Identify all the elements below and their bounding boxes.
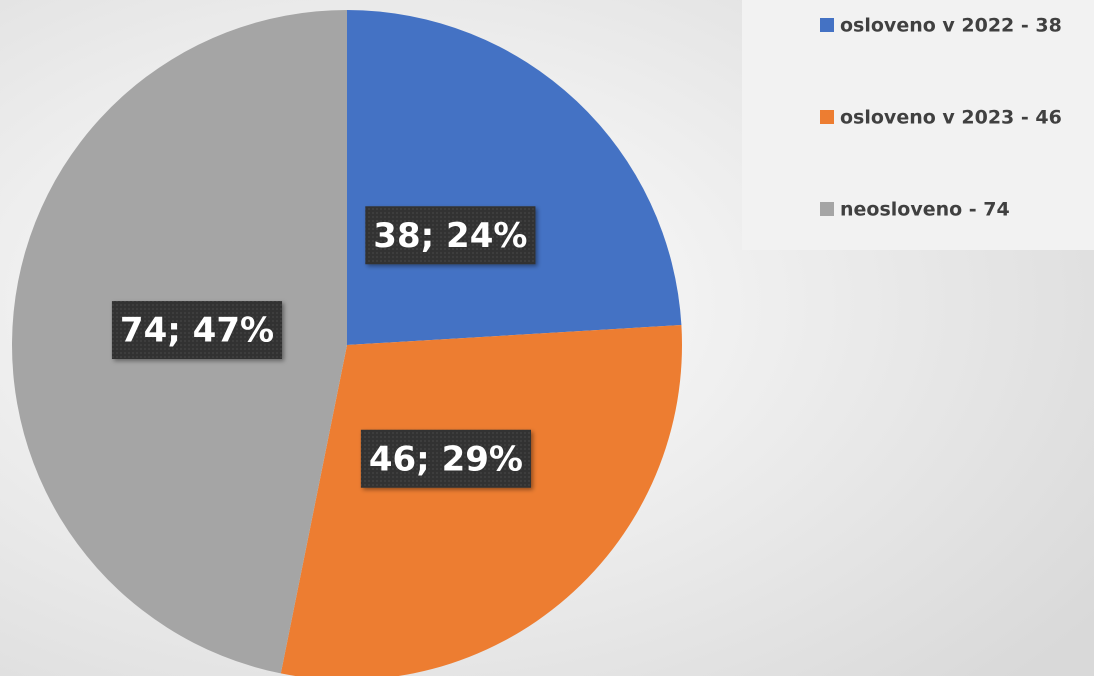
value-label: 38; 24% (373, 216, 527, 256)
value-label-box (111, 301, 283, 360)
legend-swatch (820, 110, 834, 124)
value-label-group: 46; 29% (360, 429, 531, 488)
value-label-box (360, 429, 531, 488)
value-label: 46; 29% (369, 439, 523, 479)
value-label: 74; 47% (120, 311, 274, 351)
legend-box (742, 0, 1094, 250)
value-label-group: 38; 24% (365, 206, 536, 265)
legend-label: osloveno v 2022 - 38 (840, 15, 1062, 37)
value-label-box (365, 206, 536, 265)
legend-swatch (820, 18, 834, 32)
legend-label: neosloveno - 74 (840, 199, 1010, 221)
legend-swatch (820, 202, 834, 216)
pie-slice (280, 325, 682, 676)
value-label-group: 74; 47% (111, 301, 283, 360)
legend-label: osloveno v 2023 - 46 (840, 107, 1062, 129)
